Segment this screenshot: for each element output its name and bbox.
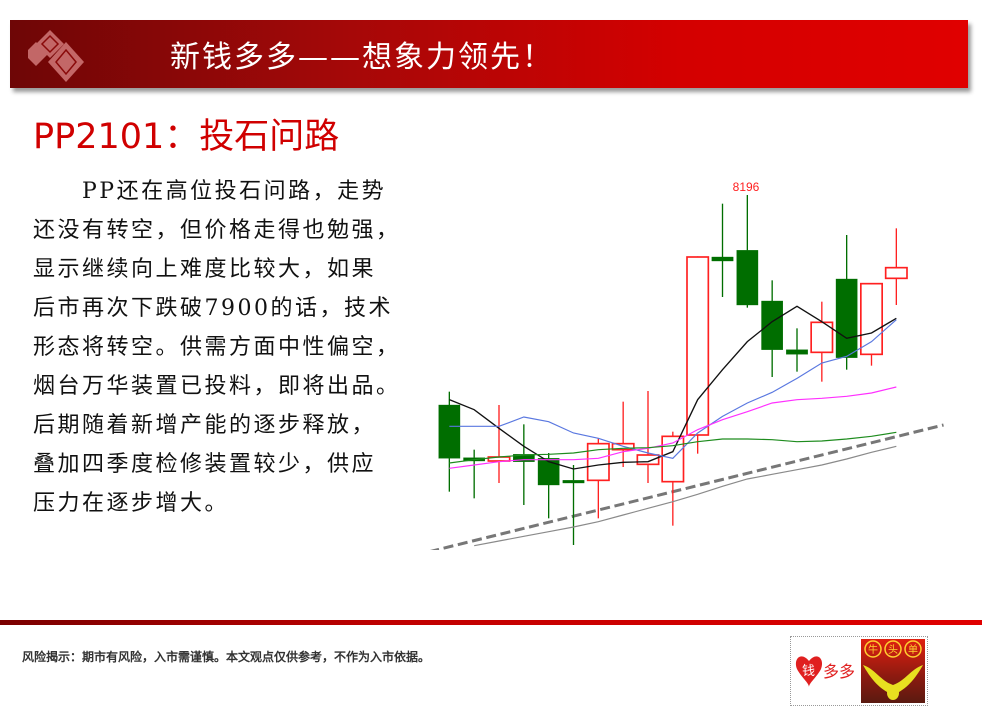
slide-title: PP2101：投石问路	[33, 117, 340, 157]
text-line: 烟台万华装置已投料，即将出品。	[33, 374, 401, 399]
candle-down	[786, 349, 808, 355]
trendline	[430, 423, 944, 550]
candlestick-chart: 8196	[430, 180, 944, 550]
svg-text:单: 单	[908, 644, 918, 656]
candle-down	[562, 480, 585, 484]
banner-title: 新钱多多——想象力领先！	[170, 40, 554, 75]
candle-down	[736, 250, 759, 306]
candle-down	[438, 404, 461, 459]
candle-down	[761, 300, 783, 350]
high-price-label: 8196	[733, 180, 760, 194]
candle-up	[884, 266, 908, 280]
footer-divider	[0, 620, 982, 625]
risk-notice: 风险揭示：期市有风险，入市需谨慎。本文观点仅供参考，不作为入市依据。	[22, 650, 431, 664]
candle-down	[711, 256, 734, 262]
candle-up	[636, 454, 660, 466]
candle-down	[835, 278, 858, 358]
analysis-text: PP还在高位投石问路，走势 还没有转空，但价格走得也勉强， 显示继续向上难度比较…	[33, 172, 401, 523]
candle-up	[586, 442, 610, 482]
moving-average-line	[449, 305, 897, 470]
svg-text:多多: 多多	[823, 662, 855, 681]
qianduoduo-logo: 钱 多多	[795, 656, 855, 687]
brand-logo: 钱 多多 牛头单	[790, 636, 928, 706]
text-line: 叠加四季度检修装置较少，供应	[33, 452, 377, 477]
moving-average-line	[449, 431, 897, 464]
moving-average-line	[474, 445, 897, 547]
text-line: 后市再次下跌破7900的话，技术	[33, 296, 393, 321]
svg-text:牛: 牛	[868, 643, 878, 656]
candle-down	[513, 454, 535, 462]
candle-up	[686, 256, 710, 436]
text-line: 后期随着新增产能的逐步释放，	[33, 413, 377, 438]
candle-up	[661, 435, 685, 483]
moving-average-line	[449, 319, 897, 459]
svg-text:头: 头	[888, 644, 898, 656]
candle-down	[537, 458, 560, 486]
header-banner: 新钱多多——想象力领先！	[10, 20, 968, 88]
niutoudan-logo: 牛头单	[861, 639, 925, 703]
text-line: PP还在高位投石问路，走势	[33, 179, 387, 204]
diamond-pattern-logo	[28, 30, 84, 82]
moving-average-line	[449, 386, 897, 469]
text-line: 压力在逐步增大。	[33, 491, 230, 516]
text-line: 显示继续向上难度比较大，如果	[33, 257, 377, 282]
text-line: 还没有转空，但价格走得也勉强，	[33, 218, 401, 243]
text-line: 形态将转空。供需方面中性偏空，	[33, 335, 401, 360]
svg-text:钱: 钱	[802, 664, 815, 679]
candle-up	[860, 282, 883, 356]
